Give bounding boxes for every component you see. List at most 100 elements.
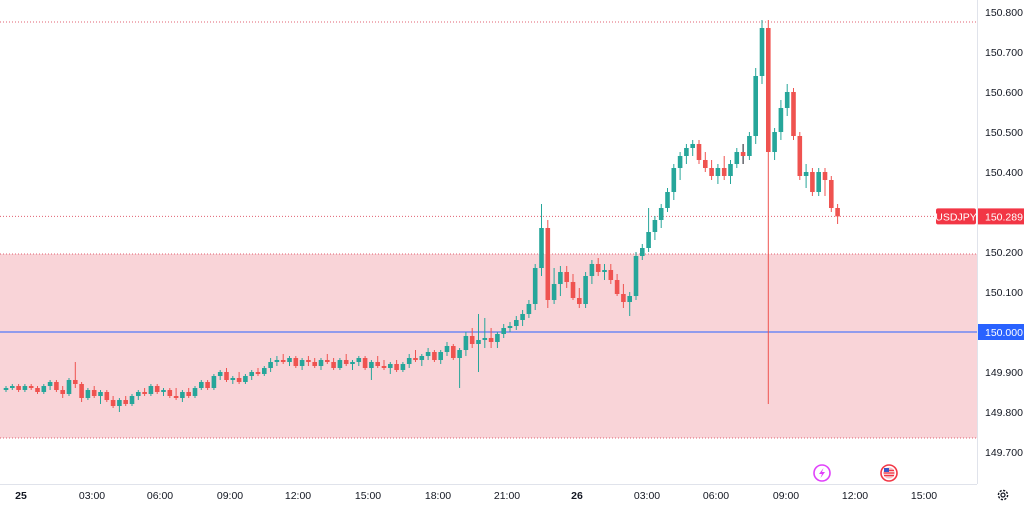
candle [614,274,620,296]
candle-body [482,338,488,340]
candle-body [230,378,236,380]
time-tick-label: 03:00 [634,490,660,502]
price-tick-label: 149.800 [985,407,1023,419]
candle-body [142,392,147,394]
candle [507,322,513,332]
candle-body [457,350,462,358]
candle [558,266,563,296]
time-tick-label: 09:00 [773,490,799,502]
candle-body [117,400,122,406]
candles [3,20,840,412]
candle [413,350,418,362]
candle-body [85,390,91,398]
candle [797,132,803,180]
candle [318,358,324,370]
time-tick-label: 03:00 [79,490,105,502]
candle-body [98,392,103,396]
candle-body [658,208,664,220]
candle [35,386,40,394]
candle [22,384,28,392]
candle [602,264,607,280]
candle-body [186,392,191,396]
candle-body [501,328,506,334]
candle [110,396,116,408]
candle-body [406,358,412,364]
reference-price-tag [978,324,1024,340]
candle-body [835,208,840,217]
candle [117,398,122,412]
candle-body [432,352,437,360]
candle-body [816,172,821,192]
candle-body [583,276,588,304]
candle-body [66,380,72,394]
candle-body [602,270,607,272]
candle [740,144,746,164]
candle-body [652,220,658,232]
lightning-event-icon[interactable] [813,464,831,482]
candle [186,388,191,398]
candle [249,370,254,380]
candle [766,20,771,404]
candle [406,354,412,368]
candle-body [621,294,626,302]
candle-body [243,376,248,382]
candle-body [753,76,758,136]
axes [0,0,978,485]
candle-body [224,372,229,380]
candle-body [211,376,217,388]
candle [142,388,147,396]
candle-body [728,164,733,176]
candle [816,168,821,196]
candle [715,164,721,184]
candle-body [325,360,330,362]
candle [784,84,790,116]
candle-body [41,386,47,392]
candle-body [495,334,500,342]
time-axis[interactable]: 25 03:00 06:00 09:00 12:00 15:00 18:00 21:00 26 0… [15,490,937,502]
candle [469,328,475,348]
candle [362,356,368,370]
candle-body [539,228,544,268]
candle [457,348,462,388]
candle [224,368,229,382]
candle [633,252,639,300]
candle [640,244,645,260]
time-tick-label: 21:00 [494,490,520,502]
time-tick-label: 12:00 [285,490,311,502]
candle [154,384,160,394]
candle [495,332,500,348]
settings-gear-icon[interactable] [997,489,1009,501]
candle-body [595,264,601,272]
candle-body [173,396,179,398]
price-tick-label: 150.100 [985,287,1023,299]
candle [337,358,343,370]
candle [589,260,595,284]
price-axis[interactable]: 150.800150.700150.600150.500150.400150.3… [985,7,1023,459]
candle-body [394,364,399,370]
candle-body [646,232,651,248]
candle [299,358,305,370]
candle-body [721,168,727,176]
candle-body [280,360,286,362]
candle [173,388,179,400]
us-flag-event-icon[interactable] [880,464,898,482]
candle [394,360,399,372]
candle [772,128,777,160]
candle-body [381,366,387,368]
candle [419,354,425,366]
candle-body [192,388,198,396]
price-tick-label: 150.700 [985,47,1023,59]
candle [136,390,141,400]
candle-body [136,392,141,396]
candle [280,354,286,364]
candle [721,156,727,180]
price-tick-label: 150.800 [985,7,1023,19]
candle [627,292,632,316]
candle [577,288,582,308]
candle-body [558,272,563,284]
candle-body [22,386,28,390]
candle [10,384,15,390]
candle-body [350,362,355,364]
candle-body [388,364,393,368]
